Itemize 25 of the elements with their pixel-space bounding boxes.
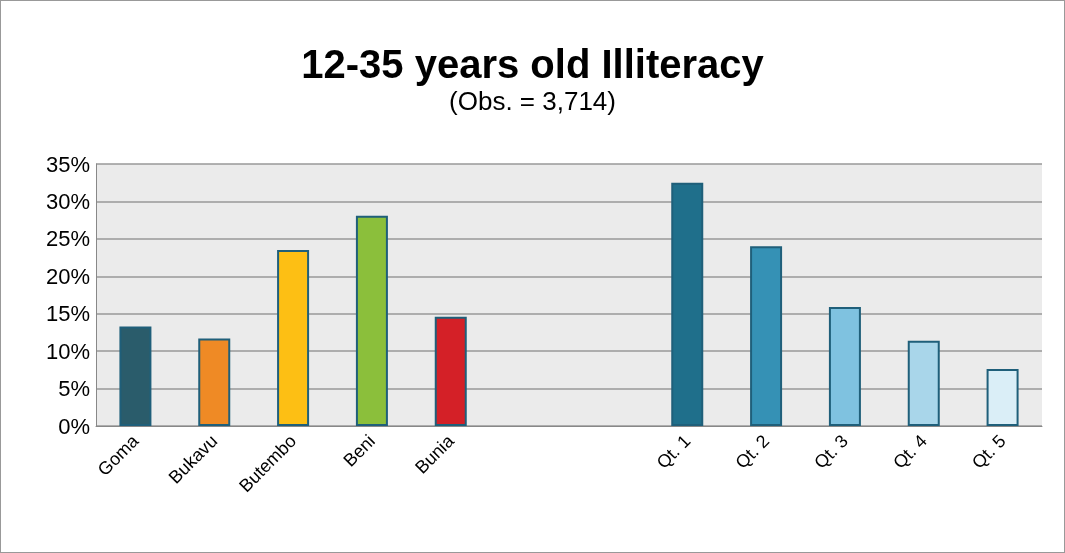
bar [277,250,310,426]
bar [434,316,467,426]
x-tick-label: Qt. 5 [967,430,1010,473]
x-tick-label: Qt. 4 [889,430,931,473]
y-tick-label: 10% [45,338,90,364]
y-tick-label: 15% [45,301,90,327]
bar [671,182,704,426]
bar [828,306,861,426]
x-tick-label: Qt. 3 [810,430,852,473]
bar [907,340,940,426]
y-tick-label: 20% [45,263,90,289]
x-tick-label: Qt. 1 [652,430,695,473]
bar [198,338,231,426]
chart-title: 12-35 years old Illiteracy [301,42,765,86]
bar [750,246,783,426]
chart-subtitle: (Obs. = 3,714) [449,86,616,116]
y-tick-label: 5% [58,376,90,402]
bar [119,326,152,426]
y-tick-label: 35% [45,151,90,177]
y-tick-label: 30% [45,188,90,214]
bar [355,215,388,426]
x-tick-label: Qt. 2 [731,430,774,473]
y-tick-label: 25% [45,226,90,252]
y-tick-label: 0% [58,413,90,439]
bar [986,369,1019,426]
